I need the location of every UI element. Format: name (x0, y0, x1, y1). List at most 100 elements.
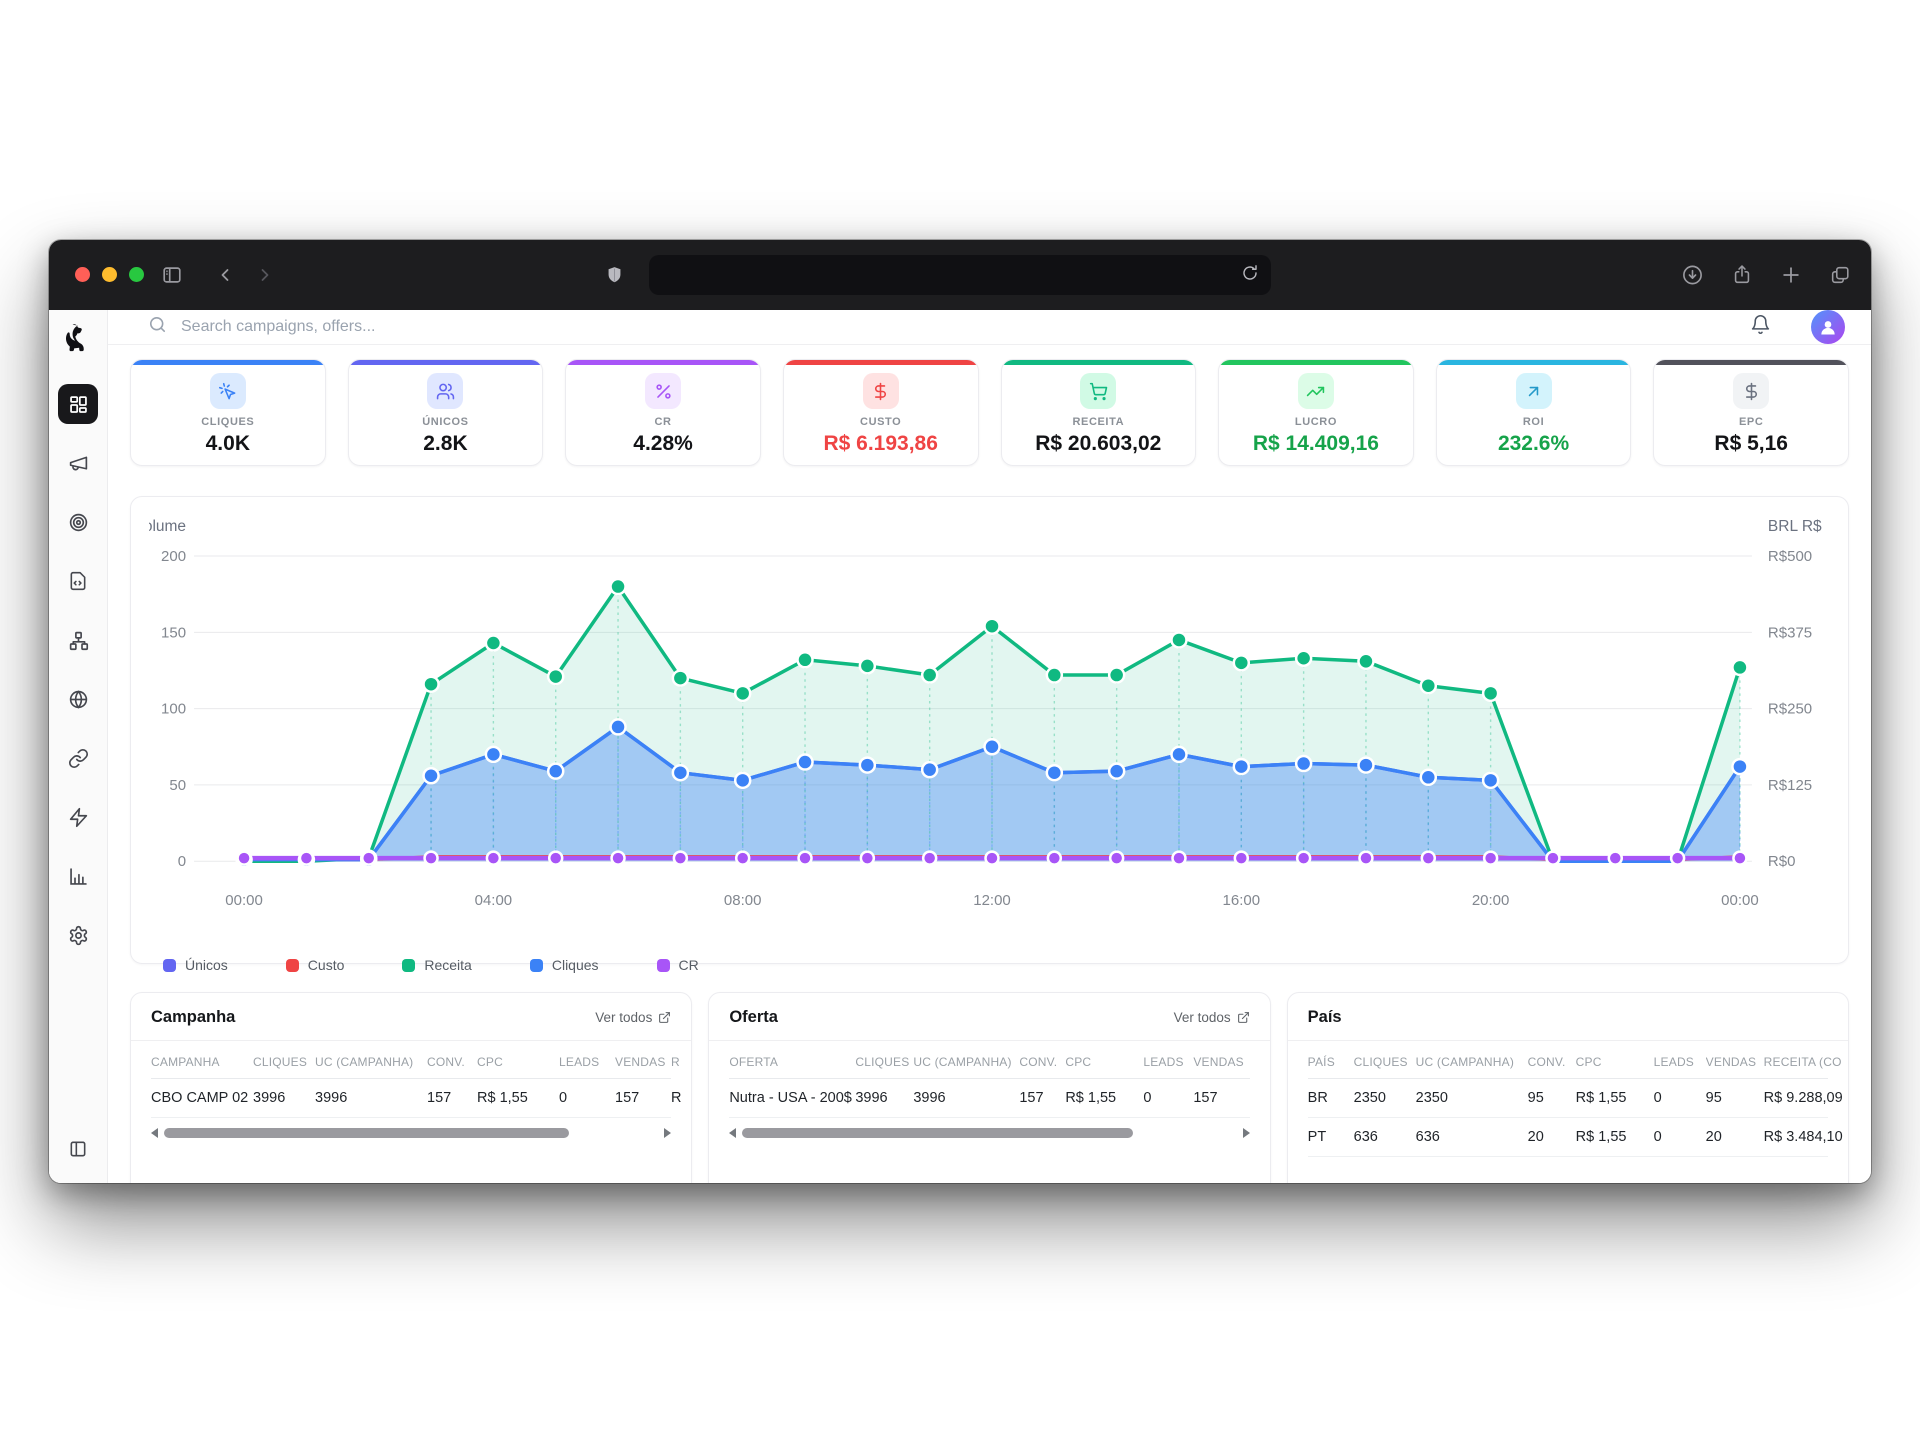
notifications-bell-icon[interactable] (1750, 314, 1771, 340)
kpi-card-unicos[interactable]: ÚNICOS 2.8K (347, 359, 544, 466)
kpi-value: R$ 6.193,86 (823, 432, 938, 455)
kpi-card-cr[interactable]: CR 4.28% (565, 359, 761, 466)
sidebar-item-settings[interactable] (58, 915, 98, 955)
cursor-click-icon (209, 373, 246, 409)
table-row[interactable]: PT 636 636 20 R$ 1,55 0 20 R$ 3.484,10 (1307, 1118, 1843, 1157)
scroll-left-icon[interactable] (151, 1128, 158, 1138)
kpi-card-lucro[interactable]: LUCRO R$ 14.409,16 (1218, 359, 1414, 466)
svg-text:00:00: 00:00 (1721, 892, 1759, 909)
table-row[interactable]: CBO CAMP 02 3996 3996 157 R$ 1,55 0 157 R (151, 1079, 681, 1118)
dog-logo (61, 318, 95, 356)
kpi-card-custo[interactable]: CUSTO R$ 6.193,86 (782, 359, 979, 466)
sidebar-item-links[interactable] (58, 738, 98, 778)
kpi-label: EPC (1738, 416, 1764, 428)
table-header-cell: LEADS (1143, 1055, 1184, 1069)
kpi-label: LUCRO (1294, 416, 1337, 428)
scroll-right-icon[interactable] (1242, 1128, 1250, 1138)
share-icon[interactable] (1731, 264, 1753, 286)
kpi-card-epc[interactable]: EPC R$ 5,16 (1653, 359, 1849, 466)
legend-label: Custo (307, 957, 345, 974)
svg-text:150: 150 (161, 624, 186, 641)
sidebar-item-campaigns[interactable] (58, 443, 98, 483)
legend-label: Cliques (551, 957, 599, 974)
sidebar-item-domains[interactable] (58, 679, 98, 719)
table-cell: 3996 (913, 1090, 946, 1106)
sidebar-item-reports[interactable] (58, 856, 98, 896)
table-cell: R$ 1,55 (477, 1090, 528, 1106)
kpi-value: R$ 20.603,02 (1035, 432, 1162, 455)
kpi-value: 4.28% (633, 432, 693, 455)
sidebar-item-dashboard[interactable] (58, 384, 98, 424)
svg-text:50: 50 (169, 777, 186, 794)
table-header-cell: UC (CAMPANHA) (1415, 1055, 1515, 1069)
table-cell: 3996 (253, 1090, 286, 1106)
table-cell: 20 (1705, 1129, 1722, 1145)
table-cell: 2350 (1353, 1090, 1386, 1106)
tab-overview-icon[interactable] (1829, 264, 1851, 286)
minimize-window-button[interactable] (102, 267, 117, 282)
legend-swatch (285, 958, 299, 972)
kpi-card-receita[interactable]: RECEITA R$ 20.603,02 (1000, 359, 1197, 466)
table-header-cell: CLIQUES (1353, 1055, 1408, 1069)
downloads-icon[interactable] (1681, 264, 1704, 287)
table-cell: R$ 1,55 (1575, 1090, 1627, 1106)
close-window-button[interactable] (75, 267, 90, 282)
table-row[interactable]: BR 2350 2350 95 R$ 1,55 0 95 R$ 9.288,09 (1307, 1079, 1843, 1118)
table-cell: R$ 1,55 (1575, 1129, 1627, 1145)
ver-todos-link[interactable]: Ver todos (595, 1010, 671, 1025)
svg-text:16:00: 16:00 (1223, 892, 1261, 909)
external-link-icon (1237, 1012, 1249, 1023)
table-header-cell: CAMPANHA (151, 1055, 220, 1069)
sidebar-item-landing-pages[interactable] (58, 561, 98, 601)
sidebar-collapse-icon[interactable] (58, 1129, 98, 1169)
kpi-accent-bar (566, 360, 760, 365)
search-input[interactable] (181, 318, 601, 336)
url-bar[interactable] (649, 255, 1271, 295)
legend-label: Únicos (185, 957, 228, 974)
kpi-accent-bar (348, 360, 543, 365)
kpi-card-roi[interactable]: ROI 232.6% (1435, 359, 1632, 466)
zoom-window-button[interactable] (129, 267, 144, 282)
legend-label: CR (678, 957, 699, 974)
kpi-label: CLIQUES (201, 416, 255, 428)
kpi-accent-bar (1001, 360, 1196, 365)
browser-sidebar-toggle-icon[interactable] (161, 264, 183, 286)
table-header-cell: R (671, 1055, 680, 1069)
legend-item-receita[interactable]: Receita (402, 957, 472, 973)
scroll-left-icon[interactable] (729, 1128, 737, 1138)
sidebar-item-funnels[interactable] (58, 620, 98, 660)
kpi-accent-bar (1219, 360, 1413, 365)
legend-item-cliques[interactable]: Cliques (529, 957, 599, 974)
avatar[interactable] (1811, 310, 1845, 344)
shield-icon[interactable] (605, 265, 624, 286)
table-title: Oferta (729, 1008, 778, 1026)
legend-item-únicos[interactable]: Únicos (163, 957, 228, 973)
new-tab-icon[interactable] (1780, 264, 1802, 286)
ver-todos-link[interactable]: Ver todos (1174, 1010, 1250, 1025)
back-icon[interactable] (215, 265, 235, 285)
sidebar-item-offers[interactable] (58, 502, 98, 542)
forward-icon[interactable] (255, 265, 275, 285)
reload-icon[interactable] (1241, 264, 1259, 287)
svg-text:0: 0 (178, 853, 186, 870)
scrollbar-thumb[interactable] (742, 1128, 1133, 1138)
horizontal-scrollbar[interactable] (151, 1125, 672, 1141)
svg-text:R$0: R$0 (1768, 853, 1796, 870)
search-icon (148, 315, 167, 339)
scrollbar-thumb[interactable] (164, 1128, 570, 1138)
horizontal-scrollbar[interactable] (729, 1125, 1250, 1141)
legend-item-cr[interactable]: CR (656, 957, 699, 974)
table-cell: 157 (1193, 1090, 1218, 1106)
kpi-card-cliques[interactable]: CLIQUES 4.0K (130, 359, 326, 466)
table-row[interactable]: Nutra - USA - 200$ 3996 3996 157 R$ 1,55 0 157 (729, 1079, 1250, 1118)
legend-item-custo[interactable]: Custo (285, 957, 345, 974)
tables-row: Campanha Ver todos CAMPANHA CLIQUES UC (CA… (130, 992, 1849, 1183)
table-cell: CBO CAMP 02 (151, 1090, 249, 1106)
table-cell: 2350 (1415, 1090, 1448, 1106)
table-cell: 157 (615, 1090, 640, 1106)
kpi-label: CUSTO (860, 416, 902, 428)
sidebar-item-automation[interactable] (58, 797, 98, 837)
svg-text:00:00: 00:00 (225, 892, 263, 909)
timeseries-chart-card: 0 R$0 50 R$125 100 R$250 150 R$375 200 R$500 Volum… (130, 496, 1849, 973)
scroll-right-icon[interactable] (664, 1128, 672, 1138)
